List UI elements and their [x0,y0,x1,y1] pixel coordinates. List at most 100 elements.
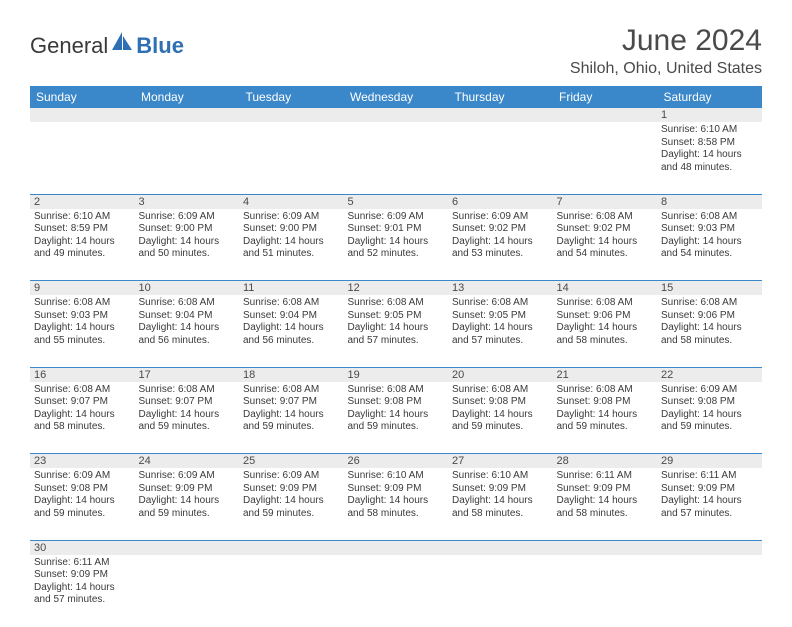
day-line: Sunset: 9:02 PM [557,223,654,236]
week-row: Sunrise: 6:11 AMSunset: 9:09 PMDaylight:… [30,555,762,627]
day-content: Sunrise: 6:08 AMSunset: 9:07 PMDaylight:… [243,384,340,434]
day-content: Sunrise: 6:08 AMSunset: 9:06 PMDaylight:… [661,297,758,347]
day-line: Sunrise: 6:10 AM [452,470,549,483]
day-line: Daylight: 14 hours [34,236,131,249]
day-content: Sunrise: 6:09 AMSunset: 9:02 PMDaylight:… [452,211,549,261]
day-line: Daylight: 14 hours [348,322,445,335]
day-line: and 58 minutes. [557,508,654,521]
day-cell: Sunrise: 6:08 AMSunset: 9:08 PMDaylight:… [344,382,449,454]
day-number-cell [553,540,658,555]
day-line: Daylight: 14 hours [139,322,236,335]
day-number-cell: 4 [239,194,344,209]
day-line: and 58 minutes. [34,421,131,434]
day-content: Sunrise: 6:11 AMSunset: 9:09 PMDaylight:… [661,470,758,520]
day-number-cell: 16 [30,367,135,382]
day-line: Sunset: 9:09 PM [243,483,340,496]
day-cell: Sunrise: 6:08 AMSunset: 9:06 PMDaylight:… [553,295,658,367]
day-number-cell [344,540,449,555]
day-number-cell: 23 [30,454,135,469]
day-line: Daylight: 14 hours [139,409,236,422]
day-content: Sunrise: 6:09 AMSunset: 9:01 PMDaylight:… [348,211,445,261]
week-row: Sunrise: 6:08 AMSunset: 9:03 PMDaylight:… [30,295,762,367]
day-line: and 59 minutes. [348,421,445,434]
day-number-cell: 5 [344,194,449,209]
day-cell: Sunrise: 6:09 AMSunset: 9:09 PMDaylight:… [239,468,344,540]
day-line: Sunset: 9:04 PM [139,310,236,323]
day-line: and 48 minutes. [661,162,758,175]
day-number-cell [30,108,135,122]
day-number-cell: 22 [657,367,762,382]
day-cell: Sunrise: 6:11 AMSunset: 9:09 PMDaylight:… [30,555,135,627]
day-line: Sunrise: 6:08 AM [243,384,340,397]
day-line: Sunrise: 6:09 AM [243,211,340,224]
day-number-cell [239,540,344,555]
day-content: Sunrise: 6:08 AMSunset: 9:04 PMDaylight:… [243,297,340,347]
day-content: Sunrise: 6:09 AMSunset: 9:09 PMDaylight:… [243,470,340,520]
day-number-cell: 12 [344,281,449,296]
day-line: Sunrise: 6:08 AM [348,384,445,397]
day-number-cell: 29 [657,454,762,469]
day-line: Sunrise: 6:08 AM [452,384,549,397]
day-cell [344,122,449,194]
daynum-row: 23242526272829 [30,454,762,469]
day-number-cell: 20 [448,367,553,382]
day-line: Sunrise: 6:08 AM [34,297,131,310]
day-cell [657,555,762,627]
day-cell [239,122,344,194]
location: Shiloh, Ohio, United States [570,60,762,78]
day-line: and 58 minutes. [557,335,654,348]
day-line: and 59 minutes. [139,421,236,434]
day-line: and 52 minutes. [348,248,445,261]
day-line: Daylight: 14 hours [661,236,758,249]
day-content: Sunrise: 6:10 AMSunset: 8:58 PMDaylight:… [661,124,758,174]
day-line: Sunrise: 6:11 AM [34,557,131,570]
day-number-cell [448,108,553,122]
day-line: and 59 minutes. [661,421,758,434]
day-cell: Sunrise: 6:09 AMSunset: 9:08 PMDaylight:… [657,382,762,454]
daynum-row: 2345678 [30,194,762,209]
day-line: Sunset: 9:08 PM [452,396,549,409]
day-line: Daylight: 14 hours [348,236,445,249]
day-line: Sunrise: 6:08 AM [34,384,131,397]
day-cell [30,122,135,194]
day-line: Daylight: 14 hours [661,322,758,335]
day-cell: Sunrise: 6:08 AMSunset: 9:04 PMDaylight:… [239,295,344,367]
daynum-row: 16171819202122 [30,367,762,382]
day-line: Sunrise: 6:09 AM [452,211,549,224]
day-line: and 57 minutes. [452,335,549,348]
day-line: Sunrise: 6:11 AM [661,470,758,483]
day-number-cell: 8 [657,194,762,209]
day-number-cell: 27 [448,454,553,469]
day-number-cell [553,108,658,122]
day-content: Sunrise: 6:08 AMSunset: 9:05 PMDaylight:… [348,297,445,347]
day-content: Sunrise: 6:08 AMSunset: 9:04 PMDaylight:… [139,297,236,347]
day-cell: Sunrise: 6:10 AMSunset: 8:59 PMDaylight:… [30,209,135,281]
day-cell: Sunrise: 6:09 AMSunset: 9:00 PMDaylight:… [135,209,240,281]
month-title: June 2024 [570,24,762,58]
day-content: Sunrise: 6:11 AMSunset: 9:09 PMDaylight:… [34,557,131,607]
weekday-header: Monday [135,86,240,108]
day-content: Sunrise: 6:08 AMSunset: 9:08 PMDaylight:… [348,384,445,434]
day-line: Sunrise: 6:09 AM [661,384,758,397]
day-line: and 59 minutes. [243,421,340,434]
day-line: and 57 minutes. [34,594,131,607]
day-number-cell: 19 [344,367,449,382]
day-line: Sunset: 9:07 PM [243,396,340,409]
day-line: and 58 minutes. [452,508,549,521]
day-line: Daylight: 14 hours [452,236,549,249]
day-number-cell: 17 [135,367,240,382]
day-line: Daylight: 14 hours [139,495,236,508]
day-content: Sunrise: 6:08 AMSunset: 9:05 PMDaylight:… [452,297,549,347]
day-line: and 57 minutes. [348,335,445,348]
day-line: and 56 minutes. [243,335,340,348]
day-line: Sunset: 9:07 PM [34,396,131,409]
day-content: Sunrise: 6:08 AMSunset: 9:02 PMDaylight:… [557,211,654,261]
day-content: Sunrise: 6:08 AMSunset: 9:08 PMDaylight:… [452,384,549,434]
sail-icon [112,32,134,55]
day-cell: Sunrise: 6:08 AMSunset: 9:07 PMDaylight:… [135,382,240,454]
day-cell: Sunrise: 6:08 AMSunset: 9:04 PMDaylight:… [135,295,240,367]
week-row: Sunrise: 6:09 AMSunset: 9:08 PMDaylight:… [30,468,762,540]
day-line: Sunset: 9:06 PM [661,310,758,323]
day-line: Sunrise: 6:09 AM [34,470,131,483]
day-cell: Sunrise: 6:10 AMSunset: 8:58 PMDaylight:… [657,122,762,194]
